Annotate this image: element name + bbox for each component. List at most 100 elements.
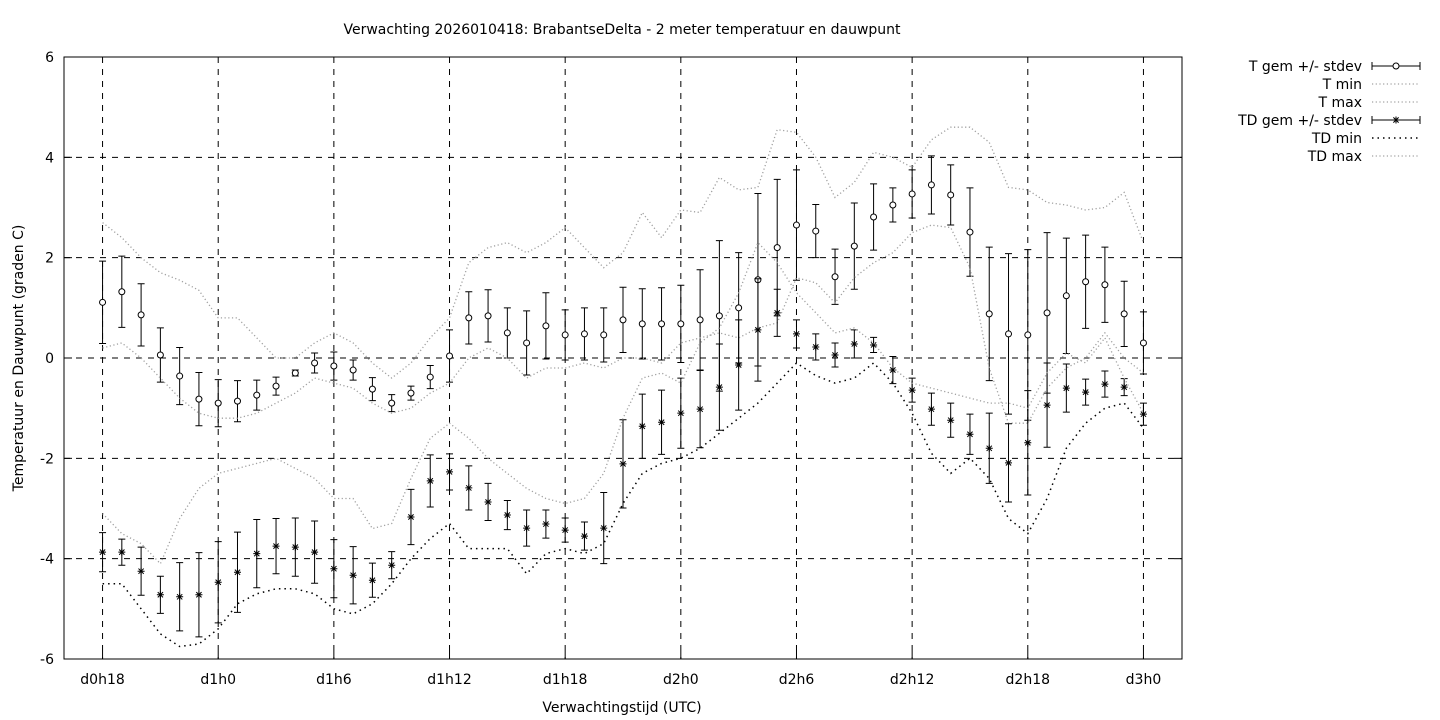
y-tick-label: 0 [45, 351, 54, 367]
legend-label: T gem +/- stdev [1248, 59, 1362, 75]
data-point-star [715, 383, 723, 391]
legend-label: TD max [1307, 149, 1362, 165]
data-point-circle [812, 227, 820, 235]
legend-label: TD min [1311, 131, 1362, 147]
data-point-circle [176, 372, 184, 380]
data-point-star [561, 526, 569, 534]
data-point-circle [465, 314, 473, 322]
data-point-star [812, 343, 820, 351]
data-point-circle [908, 190, 916, 198]
legend: T gem +/- stdev T min T max TD gem +/- stde… [1237, 59, 1421, 165]
data-point-circle [850, 242, 858, 250]
data-point-star [1082, 388, 1090, 396]
data-point-star [446, 468, 454, 476]
legend-star-marker [1392, 116, 1400, 124]
x-tick-label: d1h6 [316, 672, 352, 688]
data-point-star [233, 568, 241, 576]
data-point-star [1043, 401, 1051, 409]
data-point-circle [118, 288, 126, 296]
legend-circle-marker [1392, 62, 1400, 70]
data-point-circle [1120, 310, 1128, 318]
y-tick-label: 4 [45, 150, 54, 166]
data-point-star [908, 386, 916, 394]
data-point-circle [1062, 292, 1070, 300]
data-point-circle [1043, 309, 1051, 317]
data-point-circle [773, 244, 781, 252]
data-point-circle [233, 397, 241, 405]
data-point-circle [426, 373, 434, 381]
x-tick-label: d0h18 [80, 672, 124, 688]
data-point-circle [137, 311, 145, 319]
data-point-circle [214, 399, 222, 407]
data-point-circle [253, 391, 261, 399]
data-point-circle [580, 330, 588, 338]
data-point-star [947, 416, 955, 424]
data-point-star [1139, 410, 1147, 418]
data-point-star [985, 444, 993, 452]
data-point-circle [966, 228, 974, 236]
data-point-star [870, 341, 878, 349]
data-point-circle [1139, 339, 1147, 347]
series-td-gem-stdev [99, 278, 1147, 638]
x-tick-label: d2h12 [890, 672, 934, 688]
series-line [102, 126, 1145, 379]
data-point-circle [407, 389, 415, 397]
data-point-star [330, 565, 338, 573]
data-point-star [773, 309, 781, 317]
data-point-star [792, 330, 800, 338]
data-point-star [580, 532, 588, 540]
legend-label: T max [1317, 95, 1362, 111]
data-point-circle [349, 366, 357, 374]
data-point-circle [523, 339, 531, 347]
x-tick-label: d2h6 [779, 672, 815, 688]
data-point-star [388, 561, 396, 569]
data-point-star [735, 361, 743, 369]
y-tick-label: 2 [45, 251, 54, 267]
data-point-star [1005, 459, 1013, 467]
data-point-circle [561, 331, 569, 339]
data-point-star [503, 511, 511, 519]
legend-label: T min [1322, 77, 1362, 93]
data-point-circle [619, 316, 627, 324]
y-tick-label: -4 [40, 552, 54, 568]
series-t-gem-stdev [99, 155, 1147, 428]
data-point-star [600, 524, 608, 532]
data-point-star [1101, 380, 1109, 388]
data-point-star [889, 366, 897, 374]
data-point-circle [947, 191, 955, 199]
data-point-circle [600, 331, 608, 339]
x-tick-label: d1h18 [543, 672, 587, 688]
x-tick-label: d2h0 [663, 672, 699, 688]
data-point-circle [503, 329, 511, 337]
data-point-circle [696, 316, 704, 324]
data-point-star [368, 576, 376, 584]
data-point-circle [311, 359, 319, 367]
data-point-star [311, 548, 319, 556]
data-point-star [966, 430, 974, 438]
data-point-star [677, 409, 685, 417]
y-axis-label: Temperatuur en Dauwpunt (graden C) [11, 225, 27, 493]
data-point-star [156, 591, 164, 599]
data-point-circle [156, 351, 164, 359]
data-point-star [696, 405, 704, 413]
data-point-star [253, 550, 261, 558]
series-td-max [102, 241, 1144, 565]
data-point-circle [792, 221, 800, 229]
data-point-star [927, 405, 935, 413]
data-point-circle [330, 362, 338, 370]
series-line [102, 241, 1144, 565]
data-point-star [850, 340, 858, 348]
data-point-star [619, 460, 627, 468]
data-point-circle [715, 312, 723, 320]
data-point-star [272, 542, 280, 550]
data-point-star [754, 326, 762, 334]
data-point-circle [484, 312, 492, 320]
data-point-star [349, 571, 357, 579]
data-point-circle [388, 399, 396, 407]
data-point-circle [831, 273, 839, 281]
data-point-star [1120, 383, 1128, 391]
data-point-star [831, 351, 839, 359]
data-point-star [195, 591, 203, 599]
x-tick-label: d1h0 [200, 672, 236, 688]
